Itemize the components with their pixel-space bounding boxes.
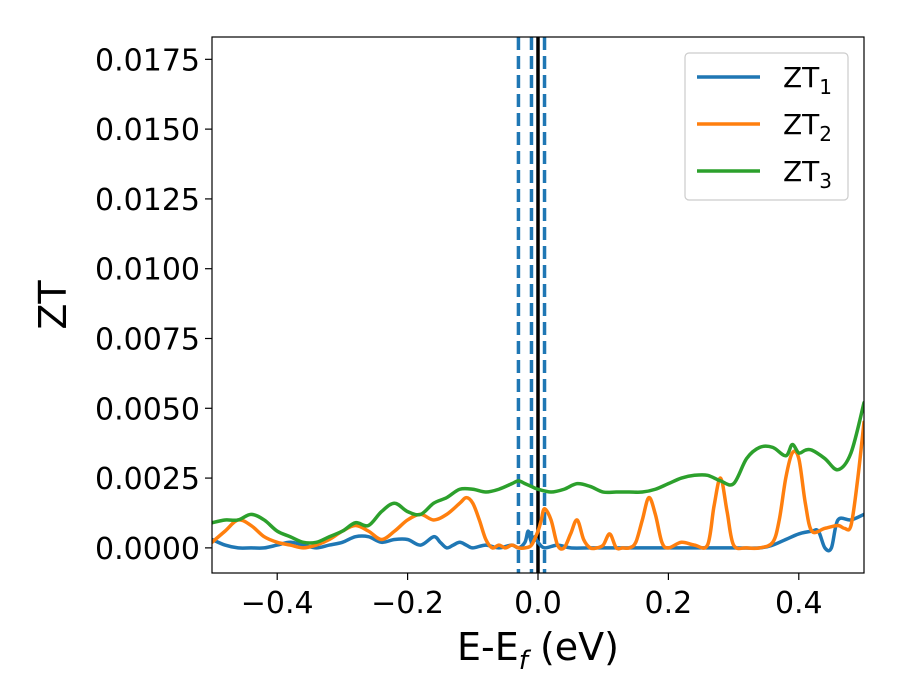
legend-box [684, 52, 849, 201]
x-tick-label: −0.4 [241, 586, 314, 621]
y-tick-label: 0.0125 [95, 183, 200, 218]
series-lines [212, 400, 864, 553]
legend-label-subscript: 2 [819, 122, 832, 146]
legend-label-zt1: ZT1 [783, 61, 832, 99]
y-tick-label: 0.0100 [95, 253, 200, 288]
x-tick-label: −0.2 [371, 586, 444, 621]
legend-label-zt2: ZT2 [783, 108, 832, 146]
legend-label-main: ZT [783, 155, 820, 188]
x-axis-label-main: E-E [457, 625, 519, 669]
y-tick-label: 0.0050 [95, 392, 200, 427]
y-tick-label: 0.0000 [95, 532, 200, 567]
x-axis-label: E-Ef (eV) [457, 625, 619, 676]
series-line-zt3 [212, 400, 864, 545]
legend-label-subscript: 1 [819, 75, 832, 99]
y-tick-label: 0.0075 [95, 323, 200, 358]
series-line-zt2 [212, 420, 864, 551]
x-tick-label: 0.4 [775, 586, 823, 621]
reference-lines [516, 37, 547, 573]
x-axis: −0.4 −0.2 0.0 0.2 0.4 [241, 573, 823, 621]
y-tick-label: 0.0175 [95, 43, 200, 78]
legend-label-main: ZT [783, 61, 820, 94]
legend-label-zt3: ZT3 [783, 155, 832, 193]
y-axis-label: ZT [31, 280, 75, 330]
x-tick-label: 0.0 [514, 586, 562, 621]
legend-label-main: ZT [783, 108, 820, 141]
legend-label-subscript: 3 [819, 169, 832, 193]
y-axis: 0.0000 0.0025 0.0050 0.0075 0.0100 0.0125 0.01… [95, 43, 212, 567]
y-tick-label: 0.0025 [95, 462, 200, 497]
y-tick-label: 0.0150 [95, 113, 200, 148]
x-tick-label: 0.2 [645, 586, 693, 621]
x-axis-label-unit: (eV) [528, 625, 619, 669]
